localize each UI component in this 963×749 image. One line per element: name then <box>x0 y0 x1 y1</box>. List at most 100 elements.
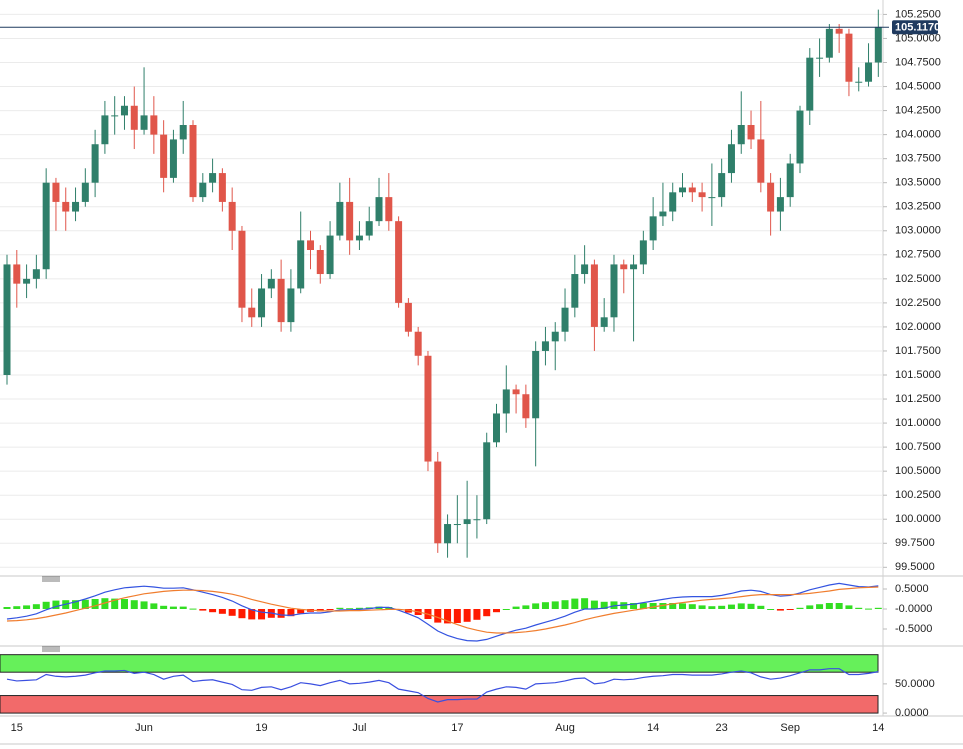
candle-body <box>355 235 363 241</box>
candle-body <box>737 125 745 145</box>
y-tick-label: 103.2500 <box>895 201 941 213</box>
macd-histogram-bar <box>42 601 50 609</box>
macd-histogram-bar <box>326 609 334 610</box>
candle-body <box>316 250 324 275</box>
candle-body <box>101 115 109 145</box>
candle-body <box>434 461 442 544</box>
macd-histogram-bar <box>600 601 608 609</box>
x-tick-label: Jun <box>135 722 153 734</box>
y-tick-label: -0.0000 <box>895 603 932 615</box>
x-tick-label: Sep <box>780 722 800 734</box>
candle-body <box>571 274 579 308</box>
candle-body <box>874 26 882 63</box>
y-tick-label: 103.0000 <box>895 225 941 237</box>
macd-histogram-bar <box>679 603 687 609</box>
macd-histogram-bar <box>835 603 843 609</box>
x-tick-label: 14 <box>872 722 884 734</box>
y-tick-label: 0.5000 <box>895 583 929 595</box>
y-tick-label: -0.5000 <box>895 623 932 635</box>
candle-body <box>483 442 491 520</box>
candle-body <box>91 144 99 183</box>
candle-body <box>776 197 784 212</box>
macd-histogram-bar <box>81 599 89 609</box>
y-tick-label: 101.5000 <box>895 369 941 381</box>
macd-histogram-bar <box>23 605 31 609</box>
macd-histogram-bar <box>120 599 128 609</box>
resize-handle[interactable] <box>42 646 60 652</box>
macd-histogram-bar <box>355 607 363 609</box>
candle-body <box>502 389 510 414</box>
macd-histogram-bar <box>140 601 148 609</box>
macd-histogram-bar <box>727 604 735 609</box>
macd-histogram-bar <box>865 608 873 610</box>
macd-histogram-bar <box>238 609 246 619</box>
candle-body <box>140 115 148 130</box>
candle-body <box>72 201 80 212</box>
candle-body <box>150 115 158 135</box>
macd-histogram-bar <box>493 609 500 613</box>
candle-body <box>111 115 119 117</box>
candle-body <box>81 182 89 202</box>
macd-histogram-bar <box>845 605 853 609</box>
macd-histogram-bar <box>111 598 119 609</box>
candle-body <box>346 201 354 241</box>
macd-histogram-bar <box>287 609 295 617</box>
macd-histogram-bar <box>874 607 882 609</box>
macd-histogram-bar <box>52 600 60 609</box>
macd-histogram-bar <box>189 608 197 610</box>
candle-body <box>395 221 403 303</box>
macd-histogram-bar <box>209 609 217 613</box>
candle-body <box>630 264 638 270</box>
candle-body <box>297 240 305 289</box>
candle-body <box>326 235 334 275</box>
candle-body <box>473 519 481 521</box>
resize-handle[interactable] <box>42 576 60 582</box>
candle-body <box>600 317 608 327</box>
candle-body <box>757 139 765 183</box>
x-tick-label: Aug <box>555 722 575 734</box>
y-tick-label: 104.0000 <box>895 129 941 141</box>
y-tick-label: 101.2500 <box>895 393 941 405</box>
macd-histogram-bar <box>258 609 266 620</box>
macd-histogram-bar <box>502 609 510 610</box>
candle-body <box>590 264 598 327</box>
y-tick-label: 100.7500 <box>895 441 941 453</box>
macd-histogram-bar <box>130 600 138 609</box>
indicator-line <box>6 582 879 642</box>
candle-body <box>453 524 461 526</box>
macd-histogram-bar <box>72 600 80 609</box>
macd-histogram-bar <box>718 605 726 609</box>
x-tick-label: 23 <box>716 722 728 734</box>
candle-body <box>796 110 804 164</box>
candle-body <box>845 33 853 82</box>
candle-body <box>199 182 207 198</box>
candle-body <box>493 413 500 443</box>
macd-histogram-bar <box>522 605 530 609</box>
candle-body <box>13 264 21 284</box>
macd-histogram-bar <box>708 606 716 609</box>
macd-histogram-bar <box>512 606 520 609</box>
x-tick-label: Jul <box>352 722 366 734</box>
macd-histogram-bar <box>688 604 696 609</box>
macd-histogram-bar <box>590 600 598 609</box>
candle-body <box>189 125 197 198</box>
candle-body <box>179 125 187 140</box>
candle-body <box>620 264 628 270</box>
macd-histogram-bar <box>169 606 177 609</box>
candle-body <box>816 57 824 59</box>
y-tick-label: 104.5000 <box>895 80 941 92</box>
macd-histogram-bar <box>737 603 745 609</box>
macd-histogram-bar <box>277 609 285 618</box>
candle-body <box>463 519 471 525</box>
candle-body <box>512 389 520 395</box>
macd-histogram-bar <box>463 609 471 622</box>
candle-body <box>228 201 236 231</box>
y-tick-label: 100.0000 <box>895 513 941 525</box>
candle-body <box>688 187 696 193</box>
macd-histogram-bar <box>532 603 540 609</box>
candle-body <box>825 28 833 58</box>
macd-histogram-bar <box>434 609 442 623</box>
macd-histogram-bar <box>346 608 354 610</box>
